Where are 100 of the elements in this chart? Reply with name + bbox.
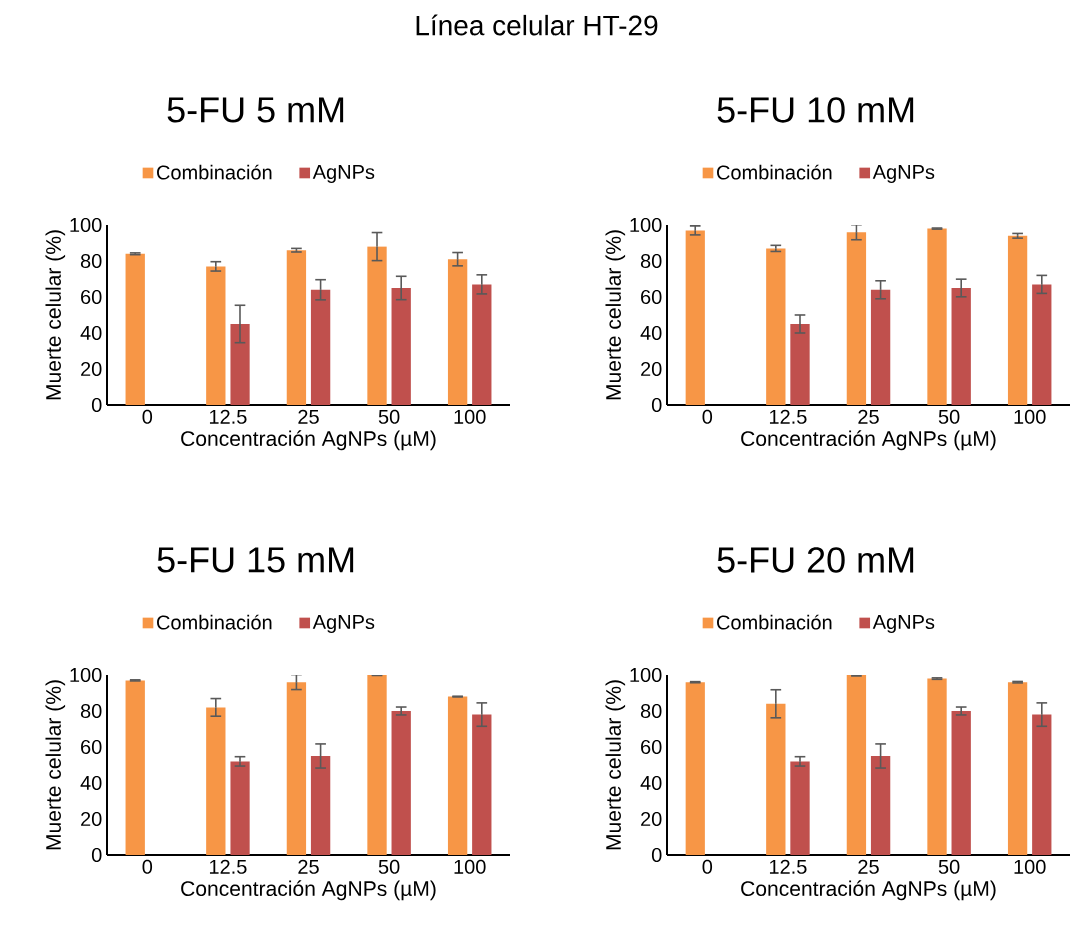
x-tick-label: 12.5	[769, 409, 807, 424]
bar	[286, 250, 307, 405]
bar	[367, 246, 387, 405]
legend-label: AgNPs	[872, 615, 935, 634]
bar	[685, 230, 705, 405]
y-tick-label: 20	[641, 811, 662, 827]
y-tick-label: 40	[640, 775, 662, 791]
bar	[125, 253, 145, 405]
y-tick-label: 80	[640, 253, 662, 269]
y-tick-label: 100	[70, 667, 102, 683]
y-axis-title: Muerte celular (%)	[45, 230, 66, 400]
x-tick-label: 12.5	[209, 409, 247, 424]
x-axis-title: Concentración AgNPs (µM)	[181, 880, 436, 901]
x-axis-title: Concentración AgNPs (µM)	[181, 430, 436, 451]
bar	[1032, 284, 1052, 405]
bar	[766, 703, 786, 855]
x-tick-label: 50	[378, 409, 400, 424]
x-tick-label: 100	[454, 409, 486, 424]
legend-label: Combinación	[717, 614, 832, 630]
bar	[1032, 714, 1052, 855]
y-tick-label: 60	[81, 739, 102, 755]
bar	[230, 323, 250, 405]
x-tick-label: 12.5	[769, 859, 807, 874]
y-tick-label: 20	[81, 811, 102, 827]
y-tick-label: 80	[80, 703, 102, 719]
bar	[125, 680, 145, 855]
y-tick-label: 20	[641, 361, 662, 377]
x-tick-label: 50	[938, 859, 960, 874]
x-tick-label: 25	[858, 409, 879, 424]
bar	[391, 710, 411, 855]
bar	[472, 284, 492, 405]
bar	[447, 259, 468, 405]
legend-label: Combinación	[157, 614, 272, 630]
bar	[310, 289, 331, 405]
chart-title: 5-FU 10 mM	[717, 97, 914, 123]
bar	[870, 755, 891, 855]
y-tick-label: 80	[640, 703, 662, 719]
bar	[927, 228, 947, 405]
y-tick-label: 60	[641, 289, 662, 305]
bar	[206, 707, 226, 855]
y-tick-label: 60	[81, 289, 102, 305]
x-tick-label: 100	[1014, 409, 1046, 424]
legend-label: Combinación	[157, 164, 272, 180]
bar	[472, 714, 492, 855]
x-tick-label: 0	[142, 409, 153, 424]
chart-title: 5-FU 20 mM	[717, 547, 914, 573]
bar	[951, 710, 971, 855]
bar	[766, 248, 786, 405]
bar	[790, 323, 810, 405]
y-tick-label: 80	[80, 253, 102, 269]
legend-label: AgNPs	[872, 165, 935, 184]
legend-label: Combinación	[717, 164, 832, 180]
bar	[1007, 682, 1028, 855]
legend-label: AgNPs	[312, 165, 375, 184]
y-tick-label: 60	[641, 739, 662, 755]
bar	[927, 678, 947, 855]
bar	[685, 682, 705, 855]
bar	[447, 696, 468, 855]
chart-title: 5-FU 5 mM	[167, 97, 344, 123]
bar	[790, 761, 810, 855]
x-tick-label: 0	[142, 859, 153, 874]
bar	[870, 289, 891, 405]
bar	[310, 755, 331, 855]
x-tick-label: 25	[858, 859, 879, 874]
bar	[846, 232, 867, 405]
y-tick-label: 0	[91, 847, 102, 863]
x-tick-label: 100	[1014, 859, 1046, 874]
y-tick-label: 0	[651, 397, 662, 413]
y-tick-label: 100	[70, 217, 102, 233]
y-tick-label: 0	[91, 397, 102, 413]
y-tick-label: 40	[80, 775, 102, 791]
y-axis-title: Muerte celular (%)	[605, 680, 626, 850]
x-tick-label: 50	[938, 409, 960, 424]
y-tick-label: 40	[80, 325, 102, 341]
bar	[367, 674, 387, 855]
bar	[846, 674, 867, 855]
text: Línea celular HT-29	[416, 14, 658, 36]
legend-label: AgNPs	[312, 615, 375, 634]
y-tick-label: 100	[630, 217, 662, 233]
bar	[230, 761, 250, 855]
y-axis-title: Muerte celular (%)	[605, 230, 626, 400]
x-tick-label: 0	[702, 859, 713, 874]
y-tick-label: 40	[640, 325, 662, 341]
y-tick-label: 20	[81, 361, 102, 377]
bar	[206, 266, 226, 405]
bar	[951, 287, 971, 405]
bar	[286, 682, 307, 855]
x-axis-title: Concentración AgNPs (µM)	[741, 430, 996, 451]
y-axis-title: Muerte celular (%)	[45, 680, 66, 850]
x-tick-label: 100	[454, 859, 486, 874]
y-tick-label: 100	[630, 667, 662, 683]
bar	[391, 287, 411, 405]
x-tick-label: 25	[298, 409, 319, 424]
x-tick-label: 12.5	[209, 859, 247, 874]
y-tick-label: 0	[651, 847, 662, 863]
x-tick-label: 25	[298, 859, 319, 874]
x-tick-label: 50	[378, 859, 400, 874]
chart-title: 5-FU 15 mM	[157, 547, 354, 573]
x-axis-title: Concentración AgNPs (µM)	[741, 880, 996, 901]
x-tick-label: 0	[702, 409, 713, 424]
